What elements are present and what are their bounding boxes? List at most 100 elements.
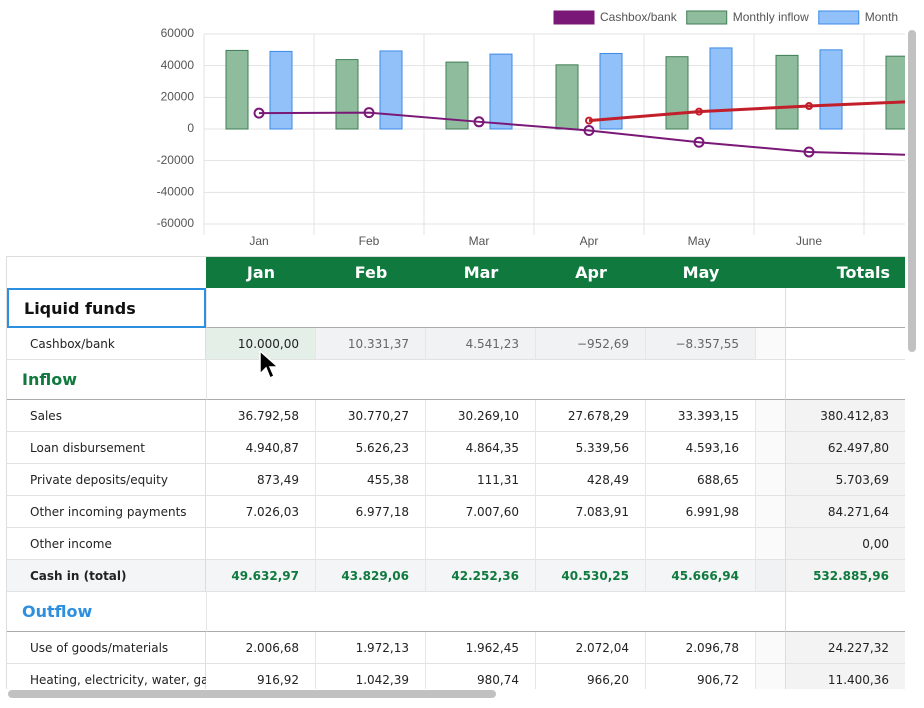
bar — [775, 54, 799, 130]
cell: 6.991,98 — [646, 496, 756, 528]
column-header: Mar — [426, 257, 536, 288]
bar — [269, 50, 293, 130]
bar — [709, 47, 733, 130]
section-fill — [206, 592, 905, 632]
section-label: Inflow — [7, 360, 206, 400]
y-tick-label: -20000 — [157, 153, 195, 167]
cell: 688,65 — [646, 464, 756, 496]
cell: 11.400,36 — [786, 664, 905, 689]
marker — [583, 125, 595, 137]
cell: 6.977,18 — [316, 496, 426, 528]
gap-cell — [756, 432, 786, 464]
cell — [426, 528, 536, 560]
row-label: Private deposits/equity — [7, 464, 206, 496]
column-header: May — [646, 257, 756, 288]
totals-gap — [756, 592, 786, 632]
gap-cell — [756, 560, 786, 592]
cell: 428,49 — [536, 464, 646, 496]
cell: 532.885,96 — [786, 560, 905, 592]
y-tick-label: 40000 — [161, 58, 195, 72]
cell: 966,20 — [536, 664, 646, 689]
cell: 906,72 — [646, 664, 756, 689]
y-tick-label: 0 — [187, 121, 194, 135]
row-label: Loan disbursement — [7, 432, 206, 464]
cell: 7.007,60 — [426, 496, 536, 528]
x-tick-label: Jan — [249, 234, 268, 248]
y-tick-label: -40000 — [157, 185, 195, 199]
cell: 4.940,87 — [206, 432, 316, 464]
cell: 62.497,80 — [786, 432, 905, 464]
cell: −952,69 — [536, 328, 646, 360]
gap-cell — [756, 464, 786, 496]
cell — [786, 328, 905, 360]
cell: 4.864,35 — [426, 432, 536, 464]
marker — [693, 136, 705, 148]
legend-swatch — [686, 10, 728, 25]
cell: 2.072,04 — [536, 632, 646, 664]
row-label: Cash in (total) — [7, 560, 206, 592]
row-label: Sales — [7, 400, 206, 432]
chart: -60000 -40000 -20000 0 20000 40000 60000 Jan Feb… — [157, 10, 905, 248]
gap-cell — [756, 632, 786, 664]
totals-gap — [756, 360, 786, 400]
gap-cell — [756, 528, 786, 560]
bar — [819, 49, 843, 130]
gap-cell — [756, 496, 786, 528]
row-label: Cashbox/bank — [7, 328, 206, 360]
column-header: Apr — [536, 257, 646, 288]
line — [258, 111, 905, 156]
bar — [335, 59, 359, 130]
bar — [665, 56, 689, 130]
bar — [599, 52, 623, 130]
bar — [445, 61, 469, 130]
section-label[interactable]: Liquid funds — [7, 288, 206, 328]
marker — [695, 107, 703, 116]
horizontal-scrollbar[interactable] — [8, 690, 496, 698]
plot — [203, 33, 905, 235]
header-cell — [756, 257, 786, 288]
cell: 40.530,25 — [536, 560, 646, 592]
column-header: Feb — [316, 257, 426, 288]
legend-label: Cashbox/bank — [600, 10, 678, 24]
cell: 111,31 — [426, 464, 536, 496]
cell: 24.227,32 — [786, 632, 905, 664]
column-header: Jan — [206, 257, 316, 288]
marker — [363, 107, 375, 119]
cell: 10.331,37 — [316, 328, 426, 360]
cell — [316, 528, 426, 560]
bar — [225, 49, 249, 130]
gap-cell — [756, 664, 786, 689]
cell: 5.626,23 — [316, 432, 426, 464]
section-label: Outflow — [7, 592, 206, 632]
section-fill — [206, 288, 905, 328]
totals-gap — [756, 288, 786, 328]
cell: 30.269,10 — [426, 400, 536, 432]
cell: 45.666,94 — [646, 560, 756, 592]
legend-label: Month — [865, 10, 898, 24]
cell: 42.252,36 — [426, 560, 536, 592]
marker — [253, 107, 265, 119]
cell: 1.972,13 — [316, 632, 426, 664]
y-tick-label: -60000 — [157, 216, 195, 230]
legend-swatch — [553, 10, 595, 25]
cell: 1.962,45 — [426, 632, 536, 664]
cell — [206, 528, 316, 560]
cell: 27.678,29 — [536, 400, 646, 432]
marker — [805, 102, 813, 111]
bar — [489, 53, 513, 130]
cell: 916,92 — [206, 664, 316, 689]
cell: 4.541,23 — [426, 328, 536, 360]
x-tick-label: May — [688, 234, 711, 248]
cell: 1.042,39 — [316, 664, 426, 689]
vertical-scrollbar[interactable] — [908, 30, 916, 352]
cell: 380.412,83 — [786, 400, 905, 432]
cell: 980,74 — [426, 664, 536, 689]
cell: 43.829,06 — [316, 560, 426, 592]
marker — [803, 146, 815, 158]
row-label: Other incoming payments — [7, 496, 206, 528]
row-label: Heating, electricity, water, gas — [7, 664, 215, 689]
y-tick-label: 20000 — [161, 90, 195, 104]
y-tick-label: 60000 — [161, 26, 195, 40]
cell: 5.703,69 — [786, 464, 905, 496]
cell: 33.393,15 — [646, 400, 756, 432]
